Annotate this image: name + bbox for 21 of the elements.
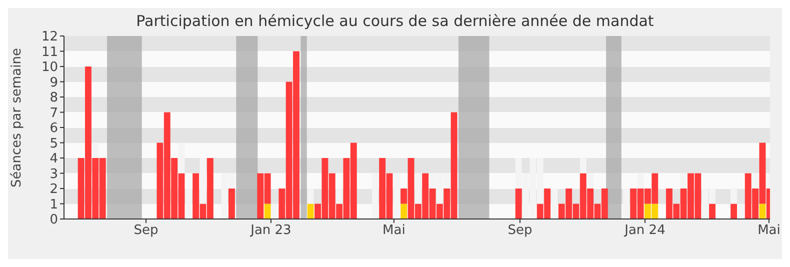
y-tick-label: 10 (41, 60, 58, 76)
y-tick-label: 0 (50, 212, 58, 228)
y-tick-label: 3 (50, 166, 58, 182)
x-tick-label: Sep (134, 223, 158, 238)
y-tick-label: 12 (41, 30, 58, 45)
x-tick-label: Mai (758, 223, 780, 238)
y-axis-title: Séances par semaine (10, 48, 25, 188)
y-tick-label: 4 (50, 152, 58, 167)
chart-title: Participation en hémicycle au cours de sa dernière année de mandat (135, 12, 655, 30)
y-tick-label: 7 (50, 106, 58, 121)
y-tick-label: 5 (50, 136, 58, 152)
y-tick-label: 2 (50, 182, 58, 198)
x-tick-label: Sep (508, 223, 532, 238)
y-tick-label: 11 (41, 44, 58, 60)
x-tick-label: Jan 23 (250, 223, 292, 238)
y-tick-label: 9 (50, 75, 58, 90)
y-tick-label: 8 (50, 90, 58, 106)
y-tick-label: 6 (50, 121, 58, 136)
x-tick-label: Mai (382, 223, 406, 238)
y-tick-label: 1 (50, 197, 58, 212)
x-tick-label: Jan 24 (624, 223, 666, 238)
